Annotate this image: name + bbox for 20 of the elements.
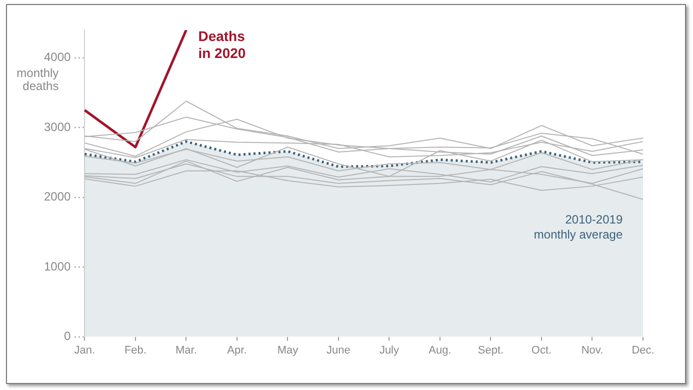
series-label: Deaths in 2020 bbox=[198, 28, 246, 61]
y-tick-label: 1000 bbox=[44, 259, 72, 274]
series-label: 2010-2019 monthly average bbox=[534, 212, 623, 242]
x-tick-label: Sept. bbox=[478, 344, 504, 356]
x-tick-label: Jan. bbox=[74, 344, 96, 356]
x-tick-label: Mar. bbox=[176, 344, 197, 356]
y-tick-label: 4000 bbox=[44, 50, 72, 64]
y-tick-label: 0 bbox=[64, 329, 72, 344]
x-tick-label: Nov. bbox=[581, 344, 604, 356]
x-tick-label: July bbox=[379, 344, 400, 356]
x-tick-label: May bbox=[277, 344, 299, 356]
x-tick-label: Feb. bbox=[124, 344, 146, 356]
x-tick-label: Aug. bbox=[428, 344, 452, 356]
x-tick-label: Oct. bbox=[531, 344, 552, 356]
x-tick-label: Dec. bbox=[632, 344, 654, 356]
x-tick-label: Apr. bbox=[227, 344, 247, 356]
y-axis-title: monthly deaths bbox=[16, 66, 59, 94]
y-tick-label: 3000 bbox=[44, 120, 72, 134]
x-tick-label: June bbox=[326, 344, 350, 356]
y-tick-label: 2000 bbox=[44, 190, 72, 204]
